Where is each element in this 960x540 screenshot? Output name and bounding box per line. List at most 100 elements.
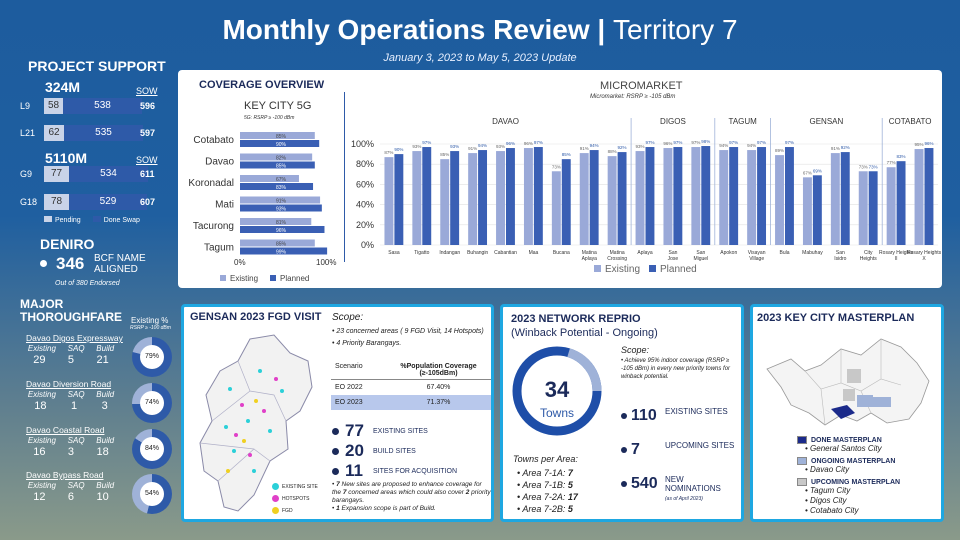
road-saq: 1 bbox=[71, 400, 78, 412]
micromarket-existing-label: 93% bbox=[496, 144, 505, 149]
micromarket-category-label: Matina Aplaya bbox=[582, 250, 598, 262]
micromarket-planned-label: 96% bbox=[924, 141, 933, 146]
keycity-existing-bar bbox=[240, 132, 315, 139]
micromarket-planned-label: 97% bbox=[645, 140, 654, 145]
thoroughfare-title: MAJOR THOROUGHFARE bbox=[20, 297, 122, 324]
masterplan-city: • General Santos City bbox=[805, 444, 882, 453]
ps-sow-value: 607 bbox=[140, 197, 156, 207]
micromarket-planned-bar bbox=[617, 152, 627, 245]
road-values: 16 3 18 bbox=[22, 446, 120, 458]
micromarket-planned-bar bbox=[896, 161, 906, 245]
micromarket-existing-bar bbox=[412, 151, 422, 245]
road-name: Davao Digos Expressway bbox=[26, 333, 123, 343]
micromarket-existing-label: 91% bbox=[468, 146, 477, 151]
micromarket-existing-label: 73% bbox=[859, 164, 868, 169]
keycity-existing-label: 81% bbox=[276, 220, 287, 226]
keycity-planned-label: 99% bbox=[276, 250, 287, 256]
micromarket-category-label: Sasa bbox=[388, 250, 400, 256]
area-item: • Area 7-1A: 7 bbox=[517, 468, 573, 478]
micromarket-planned-label: 97% bbox=[729, 140, 738, 145]
road-pct: 79% bbox=[140, 345, 164, 369]
thoroughfare-rsrp: RSRP ≥ -100 dBm bbox=[130, 325, 171, 331]
micromarket-existing-label: 88% bbox=[608, 149, 617, 154]
sow-header-2: SOW bbox=[136, 155, 158, 165]
area-item: • Area 7-2A: 17 bbox=[517, 492, 578, 502]
masterplan-city: • Tagum City bbox=[805, 486, 851, 495]
masterplan-city: • Davao City bbox=[805, 465, 850, 474]
micromarket-category-label: City Heights bbox=[860, 250, 877, 262]
ps-pending-bar: 77 bbox=[44, 166, 69, 182]
micromarket-category-label: Bula bbox=[780, 250, 790, 256]
micromarket-existing-label: 77% bbox=[887, 160, 896, 165]
keycity-planned-label: 85% bbox=[276, 164, 287, 170]
micromarket-existing-bar bbox=[858, 171, 868, 245]
ps-sow-value: 596 bbox=[140, 101, 156, 111]
micromarket-category-label: Apokon bbox=[720, 250, 737, 256]
deniro-bullet bbox=[40, 260, 47, 267]
project-support-legend: Pending Done Swap bbox=[44, 216, 140, 224]
keycity-planned-label: 90% bbox=[276, 142, 287, 148]
keycity-legend-existing-swatch bbox=[220, 275, 226, 281]
micromarket-existing-bar bbox=[775, 155, 784, 245]
micromarket-ytick: 20% bbox=[356, 220, 374, 230]
towns-ring bbox=[512, 346, 602, 436]
towns-label: Towns bbox=[539, 406, 574, 420]
keycity-existing-label: 67% bbox=[276, 177, 287, 183]
keycity-existing-bar bbox=[240, 218, 312, 225]
deniro-title: DENIRO bbox=[40, 236, 95, 252]
micromarket-planned-label: 96% bbox=[506, 141, 515, 146]
ps-row-label: G9 bbox=[20, 169, 33, 179]
road-values: 29 5 21 bbox=[22, 354, 120, 366]
micromarket-existing-label: 94% bbox=[747, 143, 756, 148]
keycity-planned-label: 93% bbox=[276, 207, 287, 213]
area-item: • Area 7-2B: 5 bbox=[517, 504, 573, 514]
micromarket-existing-label: 89% bbox=[775, 148, 784, 153]
road-col-headers: Existing SAQ Build bbox=[27, 436, 115, 445]
keycity-planned-label: 96% bbox=[276, 228, 287, 234]
keycity-existing-bar bbox=[240, 175, 299, 182]
micromarket-planned-bar bbox=[673, 147, 683, 245]
ps-sow-value: 611 bbox=[140, 169, 155, 179]
ps-done-bar: 538 bbox=[63, 98, 142, 114]
micromarket-existing-bar bbox=[691, 147, 701, 245]
micromarket-category-label: Cabantian bbox=[494, 250, 517, 256]
micromarket-existing-bar bbox=[886, 167, 896, 245]
gensan-panel: GENSAN 2023 FGD VISIT Scope: EXISTING SI… bbox=[181, 304, 494, 522]
road-name: Davao Coastal Road bbox=[26, 425, 105, 435]
keycity-planned-bar bbox=[240, 183, 314, 190]
micromarket-legend-existing-swatch bbox=[594, 265, 601, 272]
gensan-stat: 77 EXISTING SITES bbox=[332, 421, 492, 441]
road-name: Davao Diversion Road bbox=[26, 379, 112, 389]
micromarket-existing-label: 93% bbox=[636, 144, 645, 149]
reprio-stat: 7 UPCOMING SITES bbox=[621, 441, 741, 459]
micromarket-existing-label: 96% bbox=[524, 141, 533, 146]
area-item: • Area 7-1B: 5 bbox=[517, 480, 573, 490]
keycity-legend-existing: Existing bbox=[230, 274, 258, 283]
micromarket-category-label: San Miguel bbox=[693, 250, 708, 262]
micromarket-existing-bar bbox=[802, 177, 812, 245]
micromarket-planned-bar bbox=[533, 147, 543, 245]
micromarket-legend-planned: Planned bbox=[660, 264, 697, 275]
masterplan-done-label: DONE MASTERPLAN bbox=[797, 436, 943, 444]
micromarket-category-label: Rosary Heights II bbox=[879, 250, 914, 262]
micromarket-existing-label: 94% bbox=[719, 143, 728, 148]
micromarket-existing-bar bbox=[551, 171, 561, 245]
road-build: 3 bbox=[101, 400, 108, 412]
micromarket-planned-bar bbox=[784, 147, 794, 245]
micromarket-existing-label: 95% bbox=[915, 142, 924, 147]
micromarket-existing-label: 93% bbox=[412, 144, 421, 149]
micromarket-existing-bar bbox=[579, 153, 589, 245]
micromarket-category-label: Mabuhay bbox=[802, 250, 823, 256]
reprio-title: 2023 NETWORK REPRIO bbox=[511, 313, 641, 325]
micromarket-planned-bar bbox=[561, 159, 571, 245]
micromarket-planned-bar bbox=[422, 147, 432, 245]
micromarket-title: MICROMARKET bbox=[600, 80, 683, 92]
micromarket-existing-bar bbox=[440, 159, 450, 245]
road-values: 12 6 10 bbox=[22, 491, 120, 503]
micromarket-group-label: GENSAN bbox=[810, 117, 844, 126]
gensan-notes: • 7 New sites are proposed to enhance co… bbox=[332, 481, 491, 512]
micromarket-planned-label: 93% bbox=[450, 144, 459, 149]
micromarket-category-label: San Jose bbox=[668, 250, 679, 262]
keycity-existing-label: 91% bbox=[276, 199, 287, 205]
micromarket-planned-label: 73% bbox=[869, 164, 878, 169]
